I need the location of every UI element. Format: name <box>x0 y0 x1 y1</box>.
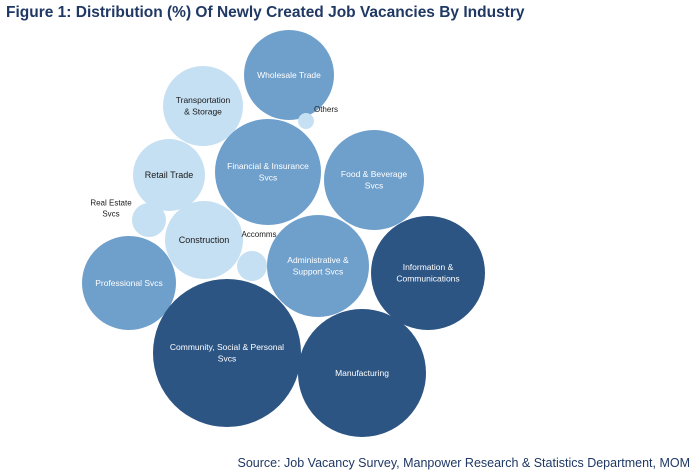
bubble-construction <box>165 201 243 279</box>
bubble-financial-and-insurance-svcs <box>215 119 321 225</box>
bubble-professional-svcs <box>82 236 176 330</box>
bubble-label-accomms: Accomms <box>241 230 276 239</box>
bubble-manufacturing <box>298 309 426 437</box>
bubble-label-retail-trade: Retail Trade <box>145 170 194 180</box>
bubble-community-social-and-personal-svcs <box>153 279 301 427</box>
bubble-label-transportation-and-storage: Transportation & Storage <box>176 95 231 117</box>
bubble-label-professional-svcs: Professional Svcs <box>95 278 163 288</box>
bubble-label-real-estate-svcs: Real Estate Svcs <box>90 198 132 218</box>
bubble-label-administrative-and-support-svcs: Administrative & Support Svcs <box>287 255 349 277</box>
bubble-chart: Wholesale Trade Transportation & Storage Ot… <box>82 30 485 437</box>
bubble-transportation-and-storage <box>163 66 243 146</box>
bubble-label-information-and-communications: Information & Communications <box>396 262 459 284</box>
bubble-label-community-social-and-personal-svcs: Community, Social & Personal Svcs <box>170 342 284 364</box>
bubble-label-manufacturing: Manufacturing <box>335 368 389 378</box>
bubble-label-construction: Construction <box>179 235 230 245</box>
bubble-others <box>298 113 314 129</box>
bubble-label-food-and-beverage-svcs: Food & Beverage Svcs <box>341 169 407 191</box>
bubble-chart-svg: Wholesale Trade Transportation & Storage Ot… <box>82 30 485 437</box>
bubble-retail-trade <box>133 139 205 211</box>
bubble-real-estate-svcs <box>132 203 166 237</box>
bubble-label-financial-and-insurance-svcs: Financial & Insurance Svcs <box>227 161 309 183</box>
source-note: Source: Job Vacancy Survey, Manpower Res… <box>237 456 691 470</box>
bubble-administrative-and-support-svcs <box>267 215 369 317</box>
bubble-label-wholesale-trade: Wholesale Trade <box>257 70 321 80</box>
bubble-information-and-communications <box>371 216 485 330</box>
bubble-accomms <box>237 251 267 281</box>
bubble-label-others: Others <box>314 105 338 114</box>
bubble-wholesale-trade <box>244 30 334 120</box>
figure-title: Figure 1: Distribution (%) Of Newly Crea… <box>6 4 525 21</box>
bubble-food-and-beverage-svcs <box>324 130 424 230</box>
